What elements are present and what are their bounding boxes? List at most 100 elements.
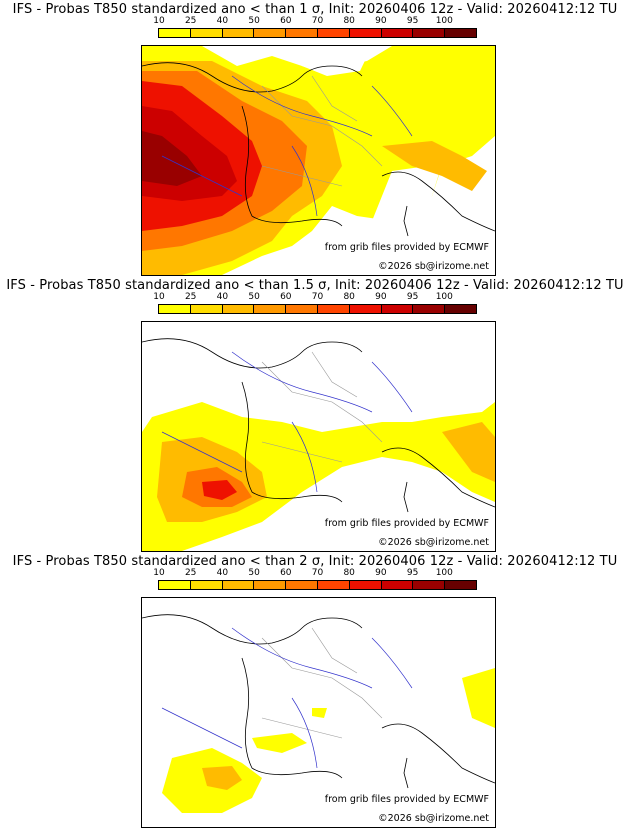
scale-label: 60 [280,568,292,578]
scale-swatch [317,581,350,589]
scale-labels: 10 25 40 50 60 70 80 90 95 100 [153,292,477,303]
map-panel-3: IFS - Probas T850 standardized ano < tha… [0,552,630,828]
scale-label: 60 [280,16,292,26]
scale-swatch [349,29,382,37]
scale-label: 40 [216,16,229,26]
coastlines [142,62,495,237]
prob-band-40 [442,422,495,482]
probability-map: from grib files provided by ECMWF ©2026 … [141,597,496,828]
scale-labels: 10 25 40 50 60 70 80 90 95 100 [153,568,477,579]
probability-map: from grib files provided by ECMWF ©2026 … [141,45,496,276]
scale-swatch [286,581,318,589]
scale-swatch [222,581,255,589]
scale-label: 25 [184,568,197,578]
color-scale: 10 25 40 50 60 70 80 90 95 100 [153,568,477,590]
data-source-credit: from grib files provided by ECMWF [324,794,489,805]
borders [261,627,383,739]
scale-label: 70 [311,568,324,578]
prob-band-95 [142,131,202,186]
data-source-credit: from grib files provided by ECMWF [324,242,489,253]
scale-swatch [349,305,382,313]
scale-swatch [413,29,446,37]
rivers [161,351,413,493]
scale-swatch [159,305,191,313]
panel-title: IFS - Probas T850 standardized ano < tha… [12,2,618,17]
scale-swatch [286,305,318,313]
scale-swatch [190,29,223,37]
scale-swatch [254,581,287,589]
copyright-credit: ©2026 sb@irizome.net [378,813,489,824]
scale-label: 25 [184,16,197,26]
prob-band-40 [382,141,487,191]
scale-label: 90 [375,16,387,26]
map-panel-1: IFS - Probas T850 standardized ano < tha… [0,0,630,276]
prob-band-80 [202,480,237,500]
scale-swatch [159,29,191,37]
scale-bar [158,28,477,38]
scale-swatch [413,581,446,589]
color-scale: 10 25 40 50 60 70 80 90 95 100 [153,292,477,314]
scale-label: 60 [280,292,292,302]
scale-swatch [286,29,318,37]
data-source-credit: from grib files provided by ECMWF [324,518,489,529]
scale-label: 80 [343,292,355,302]
scale-swatch [381,581,414,589]
scale-swatch [254,29,287,37]
probability-map: from grib files provided by ECMWF ©2026 … [141,321,496,552]
map-canvas [142,338,495,551]
coastlines [142,614,495,789]
sea-area [292,46,372,76]
scale-swatch [317,305,350,313]
scale-swatch [317,29,350,37]
map-panel-2: IFS - Probas T850 standardized ano < tha… [0,276,630,552]
scale-label: 90 [375,292,387,302]
scale-swatch [445,581,476,589]
scale-label: 95 [406,16,419,26]
copyright-credit: ©2026 sb@irizome.net [378,537,489,548]
scale-bar [158,580,477,590]
scale-swatch [222,305,255,313]
scale-label: 95 [406,568,419,578]
scale-label: 100 [435,568,453,578]
scale-label: 50 [248,16,260,26]
panel-title: IFS - Probas T850 standardized ano < tha… [6,278,624,293]
scale-swatch [381,29,414,37]
sea-area [442,196,495,275]
scale-bar [158,304,477,314]
scale-swatch [445,29,476,37]
color-scale: 10 25 40 50 60 70 80 90 95 100 [153,16,477,38]
copyright-credit: ©2026 sb@irizome.net [378,261,489,272]
prob-band-10 [462,668,495,728]
scale-label: 25 [184,292,197,302]
prob-band-10 [312,708,327,718]
scale-swatch [254,305,287,313]
sea-area [317,164,442,275]
rivers [161,627,413,769]
scale-label: 90 [375,568,387,578]
scale-label: 40 [216,568,229,578]
scale-swatch [190,305,223,313]
panel-title: IFS - Probas T850 standardized ano < tha… [12,554,618,569]
scale-swatch [445,305,476,313]
scale-label: 10 [153,16,165,26]
scale-label: 10 [153,568,165,578]
scale-label: 80 [343,568,355,578]
prob-band-10 [252,733,307,753]
scale-swatch [159,581,191,589]
rivers [161,75,413,217]
scale-label: 10 [153,292,165,302]
scale-label: 70 [311,292,324,302]
scale-label: 70 [311,16,324,26]
scale-label: 100 [435,292,453,302]
scale-label: 40 [216,292,229,302]
scale-label: 95 [406,292,419,302]
coastlines [142,338,495,513]
prob-band-40 [202,766,242,790]
scale-label: 50 [248,292,260,302]
scale-labels: 10 25 40 50 60 70 80 90 95 100 [153,16,477,27]
scale-swatch [413,305,446,313]
map-canvas [142,614,495,813]
scale-swatch [190,581,223,589]
scale-label: 50 [248,568,260,578]
scale-swatch [349,581,382,589]
